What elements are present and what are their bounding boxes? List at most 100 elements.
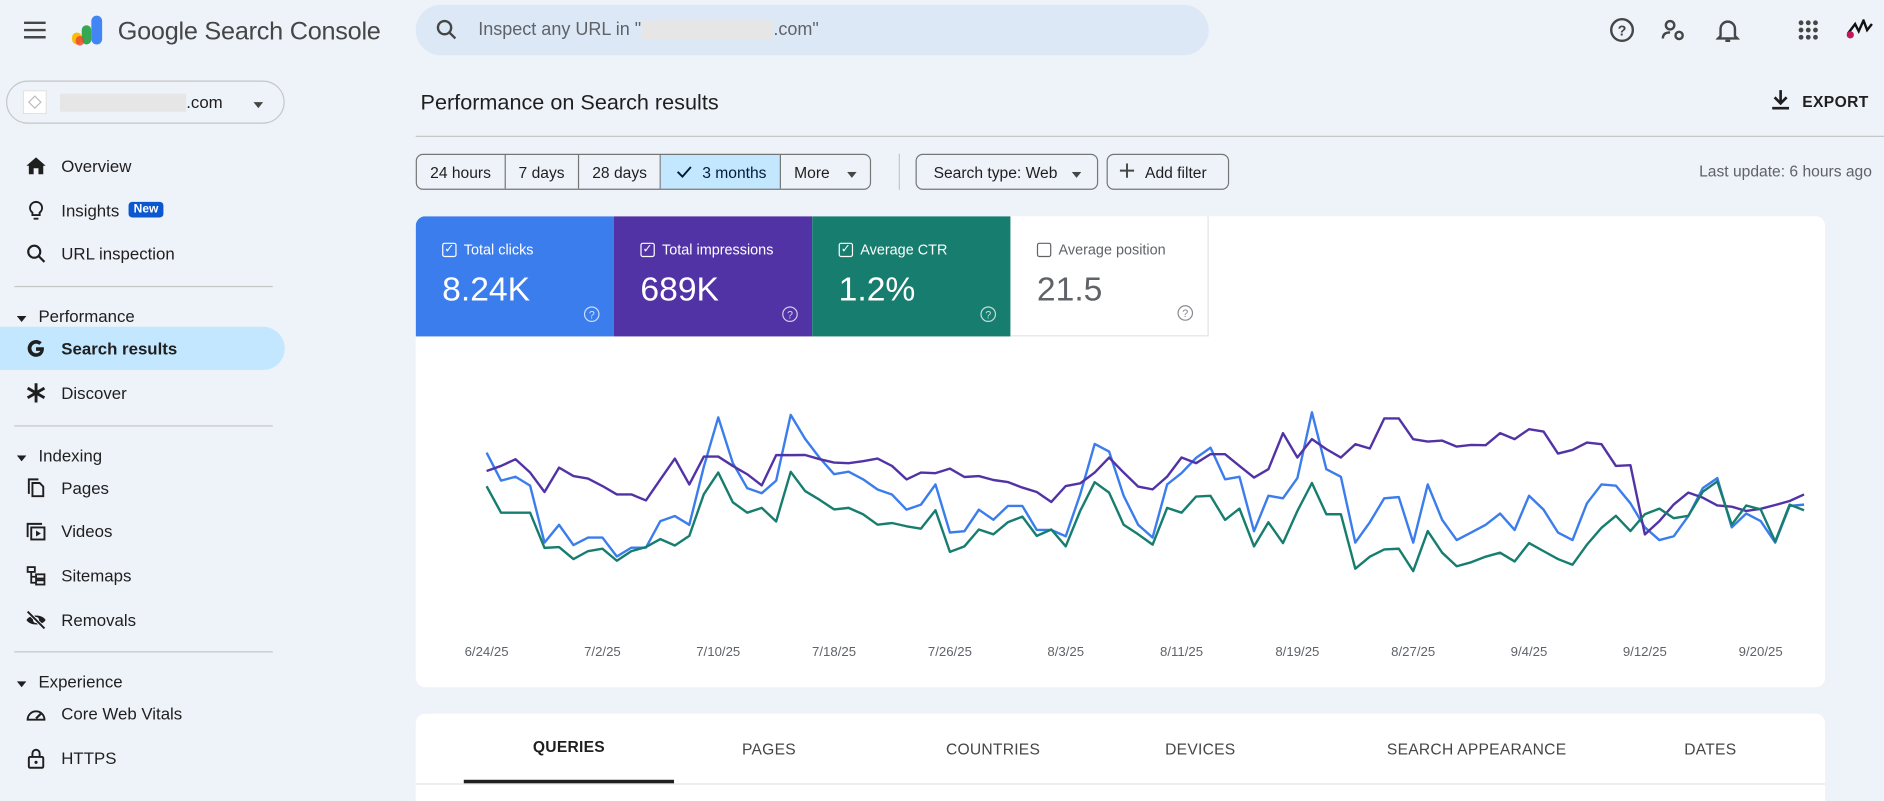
x-tick-label: 7/10/25 [696, 644, 740, 659]
metric-total-clicks[interactable]: ✓ Total clicks 8.24K ? [415, 216, 614, 337]
sidebar-divider [14, 286, 273, 288]
menu-icon[interactable] [22, 19, 48, 41]
sidebar-item-removals[interactable]: Removals [0, 598, 285, 641]
sidebar-item-insights[interactable]: Insights New [0, 188, 285, 231]
help-icon[interactable]: ? [980, 306, 997, 323]
checkbox-unchecked-icon[interactable] [1036, 242, 1052, 258]
tab-queries[interactable]: QUERIES [463, 714, 675, 784]
sidebar-item-label: Overview [61, 156, 132, 176]
metric-value: 21.5 [1036, 270, 1103, 308]
performance-card: ✓ Total clicks 8.24K ? ✓ Total impressions… [415, 216, 1826, 688]
notifications-icon[interactable] [1715, 17, 1741, 49]
series-line-total-impressions [486, 417, 1805, 536]
section-experience[interactable]: Experience [16, 672, 123, 691]
property-favicon [22, 90, 47, 115]
header-divider [415, 135, 1884, 137]
sidebar-item-discover[interactable]: Discover [0, 371, 285, 414]
range-28-days[interactable]: 28 days [579, 154, 662, 189]
metric-label: Average CTR [860, 241, 948, 259]
gauge-icon [25, 703, 47, 725]
search-type-filter[interactable]: Search type: Web [915, 153, 1099, 190]
sidebar-item-https[interactable]: HTTPS [0, 737, 285, 780]
metric-label: Average position [1058, 241, 1166, 259]
checkbox-checked-icon[interactable]: ✓ [640, 242, 655, 258]
section-performance[interactable]: Performance [16, 306, 135, 326]
x-tick-label: 8/27/25 [1391, 644, 1435, 659]
download-icon [1771, 89, 1790, 114]
help-icon[interactable]: ? [782, 306, 798, 323]
sidebar-item-label: Pages [61, 477, 109, 497]
pages-icon [25, 476, 47, 498]
tabs-divider [415, 783, 1826, 785]
range-7-days[interactable]: 7 days [505, 154, 580, 189]
chevron-down-icon [252, 95, 264, 117]
caret-down-icon [16, 445, 27, 464]
export-label: EXPORT [1802, 92, 1869, 111]
performance-line-chart: 6/24/25 7/2/25 7/10/25 7/18/25 7/26/25 8/3/25… [465, 411, 1805, 659]
google-g-icon [25, 338, 47, 360]
x-tick-label: 8/3/25 [1047, 644, 1084, 659]
section-indexing[interactable]: Indexing [16, 445, 102, 464]
x-tick-label: 7/26/25 [928, 644, 972, 659]
sidebar-item-url-inspection[interactable]: URL inspection [0, 232, 285, 275]
url-inspect-search[interactable]: Inspect any URL in " .com" [415, 4, 1209, 56]
video-icon [25, 520, 47, 542]
checkbox-checked-icon[interactable]: ✓ [838, 242, 854, 258]
lightbulb-icon [25, 199, 47, 221]
tab-search-appearance[interactable]: SEARCH APPEARANCE [1386, 739, 1567, 758]
export-button[interactable]: EXPORT [1771, 89, 1869, 114]
search-placeholder: Inspect any URL in " .com" [478, 19, 819, 40]
sidebar-item-videos[interactable]: Videos [0, 510, 285, 553]
x-tick-label: 9/12/25 [1623, 644, 1667, 659]
tab-pages[interactable]: PAGES [742, 739, 796, 758]
sidebar-item-sitemaps[interactable]: Sitemaps [0, 554, 285, 597]
caret-down-icon [16, 306, 27, 325]
caret-down-icon [16, 672, 27, 691]
caret-down-icon [1071, 163, 1082, 181]
metric-average-position[interactable]: Average position 21.5 ? [1010, 216, 1209, 337]
metric-value: 8.24K [442, 270, 531, 308]
metric-value: 689K [640, 270, 719, 308]
add-filter-button[interactable]: Add filter [1106, 153, 1230, 190]
x-tick-label: 8/19/25 [1275, 644, 1319, 659]
metric-total-impressions[interactable]: ✓ Total impressions 689K ? [613, 216, 813, 337]
sidebar-item-core-web-vitals[interactable]: Core Web Vitals [0, 692, 285, 735]
tab-devices[interactable]: DEVICES [1165, 739, 1236, 758]
home-icon [25, 155, 47, 177]
range-more[interactable]: More [781, 155, 869, 189]
range-24-hours[interactable]: 24 hours [417, 154, 506, 189]
property-selector[interactable]: .com [6, 80, 285, 124]
sidebar-item-label: Removals [61, 609, 137, 630]
series-line-average-ctr [485, 470, 1805, 573]
metric-average-ctr[interactable]: ✓ Average CTR 1.2% ? [812, 216, 1011, 337]
help-icon[interactable]: ? [1177, 305, 1194, 321]
range-3-months[interactable]: 3 months [661, 154, 781, 189]
last-update-text: Last update: 6 hours ago [1699, 162, 1872, 181]
x-tick-label: 6/24/25 [465, 644, 509, 659]
help-icon[interactable]: ? [583, 306, 600, 323]
sidebar-item-label: Search results [61, 338, 178, 359]
tab-dates[interactable]: DATES [1684, 739, 1737, 758]
date-range-selector: 24 hours 7 days 28 days 3 months More [415, 153, 871, 190]
caret-down-icon [846, 163, 857, 181]
sidebar-item-label: Insights [61, 200, 120, 220]
x-tick-label: 9/4/25 [1511, 644, 1548, 659]
property-domain: .com [186, 92, 223, 112]
checkbox-checked-icon[interactable]: ✓ [442, 242, 457, 258]
sidebar-item-search-results[interactable]: Search results [0, 326, 285, 371]
sidebar-item-label: Videos [61, 521, 113, 541]
metric-label: Total clicks [463, 241, 534, 259]
account-avatar[interactable] [1846, 17, 1875, 49]
help-icon[interactable]: ? [1609, 17, 1635, 49]
sidebar-item-overview[interactable]: Overview [0, 144, 285, 187]
search-console-logo [70, 14, 106, 48]
tab-countries[interactable]: COUNTRIES [945, 739, 1041, 758]
apps-grid-icon[interactable] [1797, 19, 1819, 47]
page-title: Performance on Search results [420, 90, 719, 115]
svg-text:?: ? [1618, 23, 1627, 39]
sidebar-item-pages[interactable]: Pages [0, 466, 285, 509]
eye-off-icon [25, 609, 47, 631]
user-settings-icon[interactable] [1660, 17, 1686, 49]
asterisk-icon [25, 382, 47, 404]
sidebar-item-label: HTTPS [61, 748, 117, 768]
